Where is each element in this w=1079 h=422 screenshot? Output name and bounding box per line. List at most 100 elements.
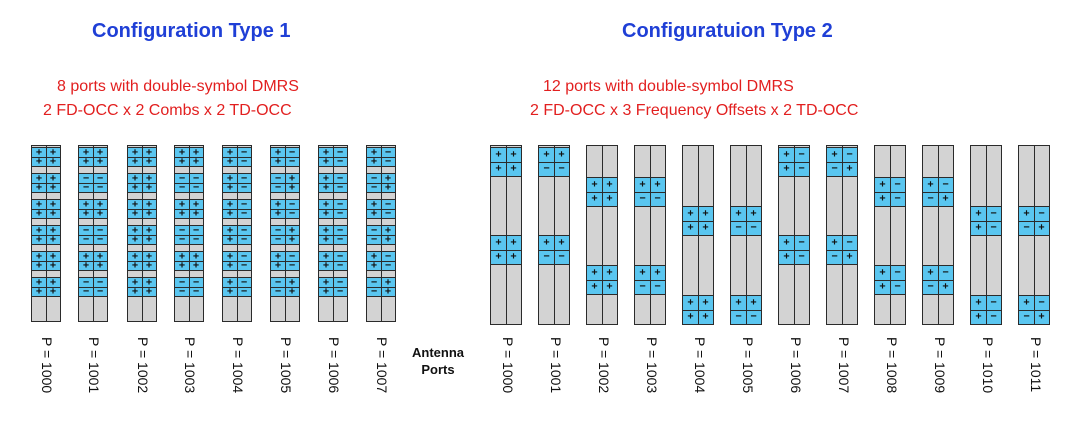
dmrs-block: + + − −: [635, 177, 665, 207]
occ-sign: −: [240, 181, 248, 193]
occ-sign: +: [702, 297, 709, 308]
occ-sign: +: [226, 198, 234, 210]
occ-sign: +: [35, 198, 43, 210]
occ-sign: +: [145, 259, 153, 271]
occ-sign: +: [510, 149, 517, 160]
block-divider: [381, 278, 382, 296]
occ-sign: +: [510, 163, 517, 174]
occ-sign: +: [145, 285, 153, 297]
occ-sign: +: [131, 285, 139, 297]
occ-sign: +: [49, 207, 57, 219]
occ-sign: −: [96, 285, 104, 297]
occ-sign: −: [846, 237, 853, 248]
block-divider: [237, 148, 238, 166]
occ-sign: +: [322, 146, 330, 158]
occ-sign: +: [145, 276, 153, 288]
block-divider: [46, 252, 47, 270]
occ-sign: −: [798, 251, 805, 262]
occ-sign: +: [145, 172, 153, 184]
dmrs-block: + − − +: [923, 177, 953, 207]
occ-sign: +: [495, 237, 502, 248]
dmrs-block: + − + −: [223, 147, 251, 167]
occ-sign: +: [606, 193, 613, 204]
occ-sign: +: [322, 172, 330, 184]
occ-sign: −: [82, 276, 90, 288]
occ-sign: +: [288, 233, 296, 245]
occ-sign: +: [226, 155, 234, 167]
antenna-port-column: + + − − + + − −: [730, 145, 762, 325]
occ-sign: +: [178, 198, 186, 210]
occ-sign: −: [894, 193, 901, 204]
occ-sign: +: [370, 259, 378, 271]
dmrs-block: − + − +: [367, 277, 395, 297]
occ-sign: +: [322, 276, 330, 288]
occ-sign: +: [879, 281, 886, 292]
occ-sign: −: [942, 179, 949, 190]
dmrs-block: − + − +: [271, 277, 299, 297]
dmrs-block: + − + −: [367, 199, 395, 219]
port-label: P = 1001: [548, 337, 564, 394]
occ-sign: −: [96, 224, 104, 236]
occ-sign: +: [226, 181, 234, 193]
occ-sign: −: [336, 224, 344, 236]
occ-sign: +: [226, 259, 234, 271]
occ-sign: −: [192, 285, 200, 297]
occ-sign: −: [336, 259, 344, 271]
occ-sign: +: [49, 224, 57, 236]
block-divider: [46, 148, 47, 166]
dmrs-block: + − + −: [271, 251, 299, 271]
occ-sign: −: [82, 285, 90, 297]
occ-sign: +: [606, 179, 613, 190]
dmrs-block: + − + −: [319, 147, 347, 167]
occ-sign: −: [240, 224, 248, 236]
occ-sign: +: [274, 250, 282, 262]
occ-sign: +: [1038, 311, 1045, 322]
dmrs-block: + + + +: [128, 225, 156, 245]
occ-sign: +: [1023, 297, 1030, 308]
block-divider: [46, 278, 47, 296]
dmrs-block: + + + +: [32, 173, 60, 193]
occ-sign: −: [384, 207, 392, 219]
antenna-port-column: + + + + + + + +: [490, 145, 522, 325]
antenna-port-column: + + + + − − − − + + + + − − − − + + + + − − − −: [78, 145, 108, 322]
occ-sign: +: [591, 193, 598, 204]
port-label: P = 1004: [230, 337, 246, 394]
block-divider: [381, 200, 382, 218]
occ-sign: +: [687, 311, 694, 322]
occ-sign: −: [798, 237, 805, 248]
antenna-port-column: + − − + + − − +: [1018, 145, 1050, 325]
block-divider: [842, 148, 843, 176]
occ-sign: +: [96, 207, 104, 219]
occ-sign: −: [336, 233, 344, 245]
dmrs-block: + − − +: [1019, 206, 1049, 236]
occ-sign: +: [750, 297, 757, 308]
occ-sign: −: [370, 285, 378, 297]
occ-sign: +: [131, 233, 139, 245]
occ-sign: +: [975, 311, 982, 322]
port-label: P = 1009: [932, 337, 948, 394]
dmrs-block: + − + −: [271, 199, 299, 219]
occ-sign: −: [384, 146, 392, 158]
occ-sign: −: [927, 281, 934, 292]
port-label: P = 1006: [788, 337, 804, 394]
occ-sign: +: [288, 285, 296, 297]
occ-sign: −: [240, 146, 248, 158]
occ-sign: −: [1023, 222, 1030, 233]
block-divider: [46, 200, 47, 218]
dmrs-block: + − + −: [875, 177, 905, 207]
dmrs-block: + − + −: [319, 251, 347, 271]
occ-sign: −: [192, 181, 200, 193]
port-label: P = 1002: [135, 337, 151, 394]
dmrs-block: + + − −: [731, 295, 761, 325]
occ-sign: −: [178, 233, 186, 245]
port-label: P = 1011: [1028, 337, 1044, 393]
occ-sign: +: [543, 149, 550, 160]
antenna-port-column: + − + − + − + − + − + − + − + − + − + − + − + −: [222, 145, 252, 322]
occ-sign: +: [226, 285, 234, 297]
occ-sign: +: [35, 276, 43, 288]
dmrs-block: + + + +: [128, 173, 156, 193]
block-divider: [746, 296, 747, 324]
block-divider: [986, 296, 987, 324]
occ-sign: +: [82, 259, 90, 271]
occ-sign: +: [783, 251, 790, 262]
